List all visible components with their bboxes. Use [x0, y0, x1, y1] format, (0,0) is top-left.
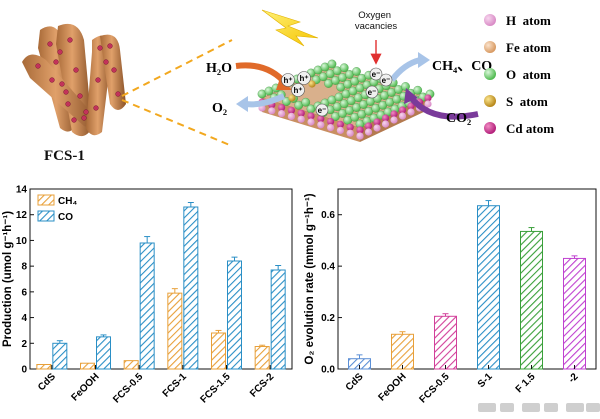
y-tick-label: 6 — [21, 287, 27, 298]
svg-text:e⁻: e⁻ — [372, 70, 381, 79]
y-tick-label: 0.0 — [321, 365, 335, 376]
x-tick-label: FCS-2 — [248, 371, 277, 400]
bar-ch4 — [123, 360, 139, 370]
bar-co — [52, 342, 68, 370]
x-tick-label: FeOOH — [376, 371, 408, 403]
bar-ch4 — [80, 362, 95, 370]
co2-arrow — [407, 94, 479, 120]
catalyst-slab — [257, 59, 435, 142]
legend-atom-label: O atom — [506, 67, 551, 82]
legend-atom-icon — [484, 95, 496, 107]
legend-atom-label: Cd atom — [506, 121, 554, 136]
nanorod-cluster-icon — [22, 23, 126, 137]
legend-atom-label: H atom — [506, 13, 551, 28]
ch4-co-arrow — [389, 57, 421, 82]
svg-text:h⁺: h⁺ — [299, 74, 308, 83]
x-tick-label: CdS — [36, 371, 58, 393]
bar-o2 — [391, 333, 414, 370]
x-tick-label: F 1.5 — [514, 371, 538, 395]
x-tick-label: FCS-1.5 — [199, 371, 233, 405]
light-icon — [261, 9, 319, 47]
x-tick-label: FeOOH — [69, 371, 101, 403]
legend-label: CO — [58, 212, 73, 223]
legend-atom-label: Fe atom — [506, 40, 551, 55]
y-tick-label: 10 — [16, 236, 28, 247]
svg-text:h⁺: h⁺ — [283, 76, 292, 85]
ch4-co-label: CH₄、CO — [432, 59, 492, 74]
svg-text:h⁺: h⁺ — [293, 86, 302, 95]
y-tick-label: 12 — [16, 210, 28, 221]
bar-o2 — [520, 230, 543, 370]
schematic: FCS-1 Oxygen vacancies H₂O O₂ — [22, 9, 554, 164]
bar-o2 — [563, 257, 586, 370]
x-tick-label: S-1 — [476, 371, 495, 390]
bar-co — [183, 206, 199, 370]
plot-frame — [29, 188, 293, 370]
watermark-icon — [478, 403, 600, 412]
legend-atom-icon — [484, 122, 496, 134]
y-axis-label: O₂ evolution rate (mmol g⁻¹h⁻¹) — [304, 193, 316, 364]
bar-co — [139, 242, 155, 370]
bar-ch4 — [167, 292, 183, 370]
x-tick-label: FCS-0.5 — [111, 371, 145, 405]
o2-arrow — [245, 93, 286, 108]
h2o-arrow — [235, 62, 289, 86]
production-chart: 0 2 4 6 8 10 12 14 CdS FeOOH FCS-0.5 FCS-1 FCS-1.5 FC… — [2, 185, 293, 405]
legend-atom-icon — [484, 14, 496, 26]
bar-o2 — [477, 205, 500, 370]
x-tick-label: FCS-1 — [161, 371, 190, 400]
bar-co — [96, 336, 111, 370]
bar-ch4 — [254, 346, 270, 370]
co2-label: CO₂ — [446, 111, 471, 126]
x-tick-label: FCS-0.5 — [418, 371, 452, 405]
y-tick-label: 8 — [21, 262, 27, 273]
electron-markers: e⁻ e⁻ e⁻ e⁻ — [315, 67, 393, 117]
bar-o2 — [434, 315, 457, 370]
svg-text:e⁻: e⁻ — [318, 106, 327, 115]
plot-frame — [337, 188, 597, 370]
y-tick-label: 0.4 — [321, 262, 335, 273]
y-axis-label: Production (umol g⁻¹h⁻¹) — [2, 211, 14, 347]
legend-atom-icon — [484, 41, 496, 53]
oxygen-vacancies-label: Oxygen vacancies — [355, 10, 397, 32]
legend-atom-label: S atom — [506, 94, 548, 109]
legend-atom-icon — [484, 68, 496, 80]
y-tick-label: 2 — [21, 339, 27, 350]
y-tick-label: 0 — [21, 365, 27, 376]
sample-label: FCS-1 — [44, 148, 85, 164]
bar-co — [227, 260, 242, 370]
svg-text:e⁻: e⁻ — [382, 76, 391, 85]
atom-legend: H atom Fe atom O atom S atom Cd atom — [484, 13, 554, 136]
bar-ch4 — [211, 332, 226, 370]
o2-label: O₂ — [212, 101, 227, 116]
legend-swatch — [37, 194, 55, 206]
x-tick-label: CdS — [344, 371, 366, 393]
svg-text:e⁻: e⁻ — [368, 88, 377, 97]
hole-markers: h⁺ h⁺ h⁺ — [281, 71, 311, 97]
y-tick-label: 0.2 — [321, 313, 335, 324]
y-tick-label: 0.6 — [321, 210, 335, 221]
legend-label: CH₄ — [58, 196, 77, 207]
bar-ch4 — [36, 364, 52, 370]
y-tick-label: 14 — [16, 185, 28, 196]
h2o-label: H₂O — [206, 61, 232, 76]
bar-co — [270, 269, 286, 370]
x-tick-label: -2 — [567, 371, 581, 385]
legend-swatch — [37, 210, 55, 222]
y-tick-label: 4 — [21, 313, 27, 324]
o2-evolution-chart: 0.0 0.2 0.4 0.6 CdS FeOOH FCS-0.5 S-1 F 1.5 -2 O₂ … — [304, 188, 600, 419]
